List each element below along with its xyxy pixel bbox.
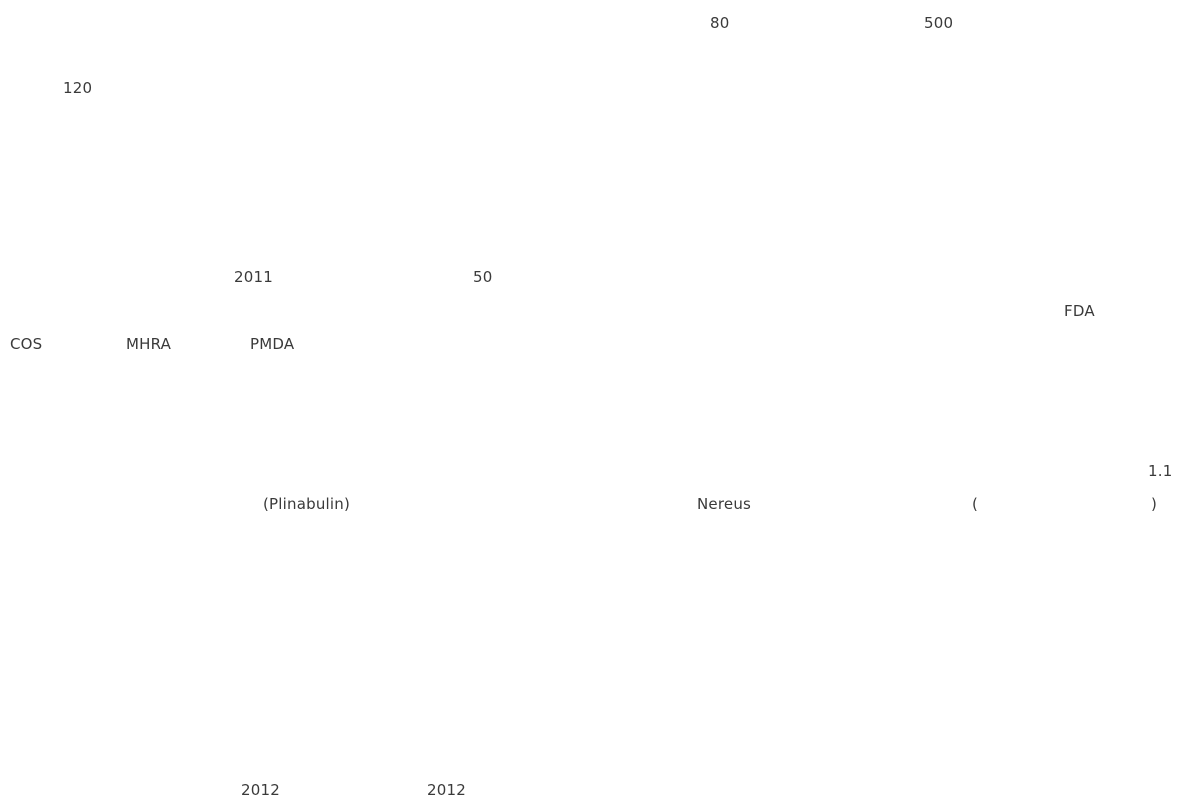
text-number-500: 500: [924, 14, 954, 32]
text-number-80: 80: [710, 14, 730, 32]
text-number-50: 50: [473, 268, 493, 286]
text-number-120: 120: [63, 79, 93, 97]
text-plinabulin: (Plinabulin): [263, 495, 351, 513]
text-number-1-1: 1.1: [1148, 462, 1173, 480]
text-mhra: MHRA: [126, 335, 172, 353]
text-year-2011: 2011: [234, 268, 273, 286]
text-cos: COS: [10, 335, 43, 353]
text-paren-close: ): [1151, 495, 1158, 513]
text-paren-open: (: [972, 495, 979, 513]
text-nereus: Nereus: [697, 495, 752, 513]
text-fda: FDA: [1064, 302, 1095, 320]
text-year-2012-a: 2012: [241, 781, 280, 799]
text-year-2012-b: 2012: [427, 781, 466, 799]
text-pmda: PMDA: [250, 335, 295, 353]
